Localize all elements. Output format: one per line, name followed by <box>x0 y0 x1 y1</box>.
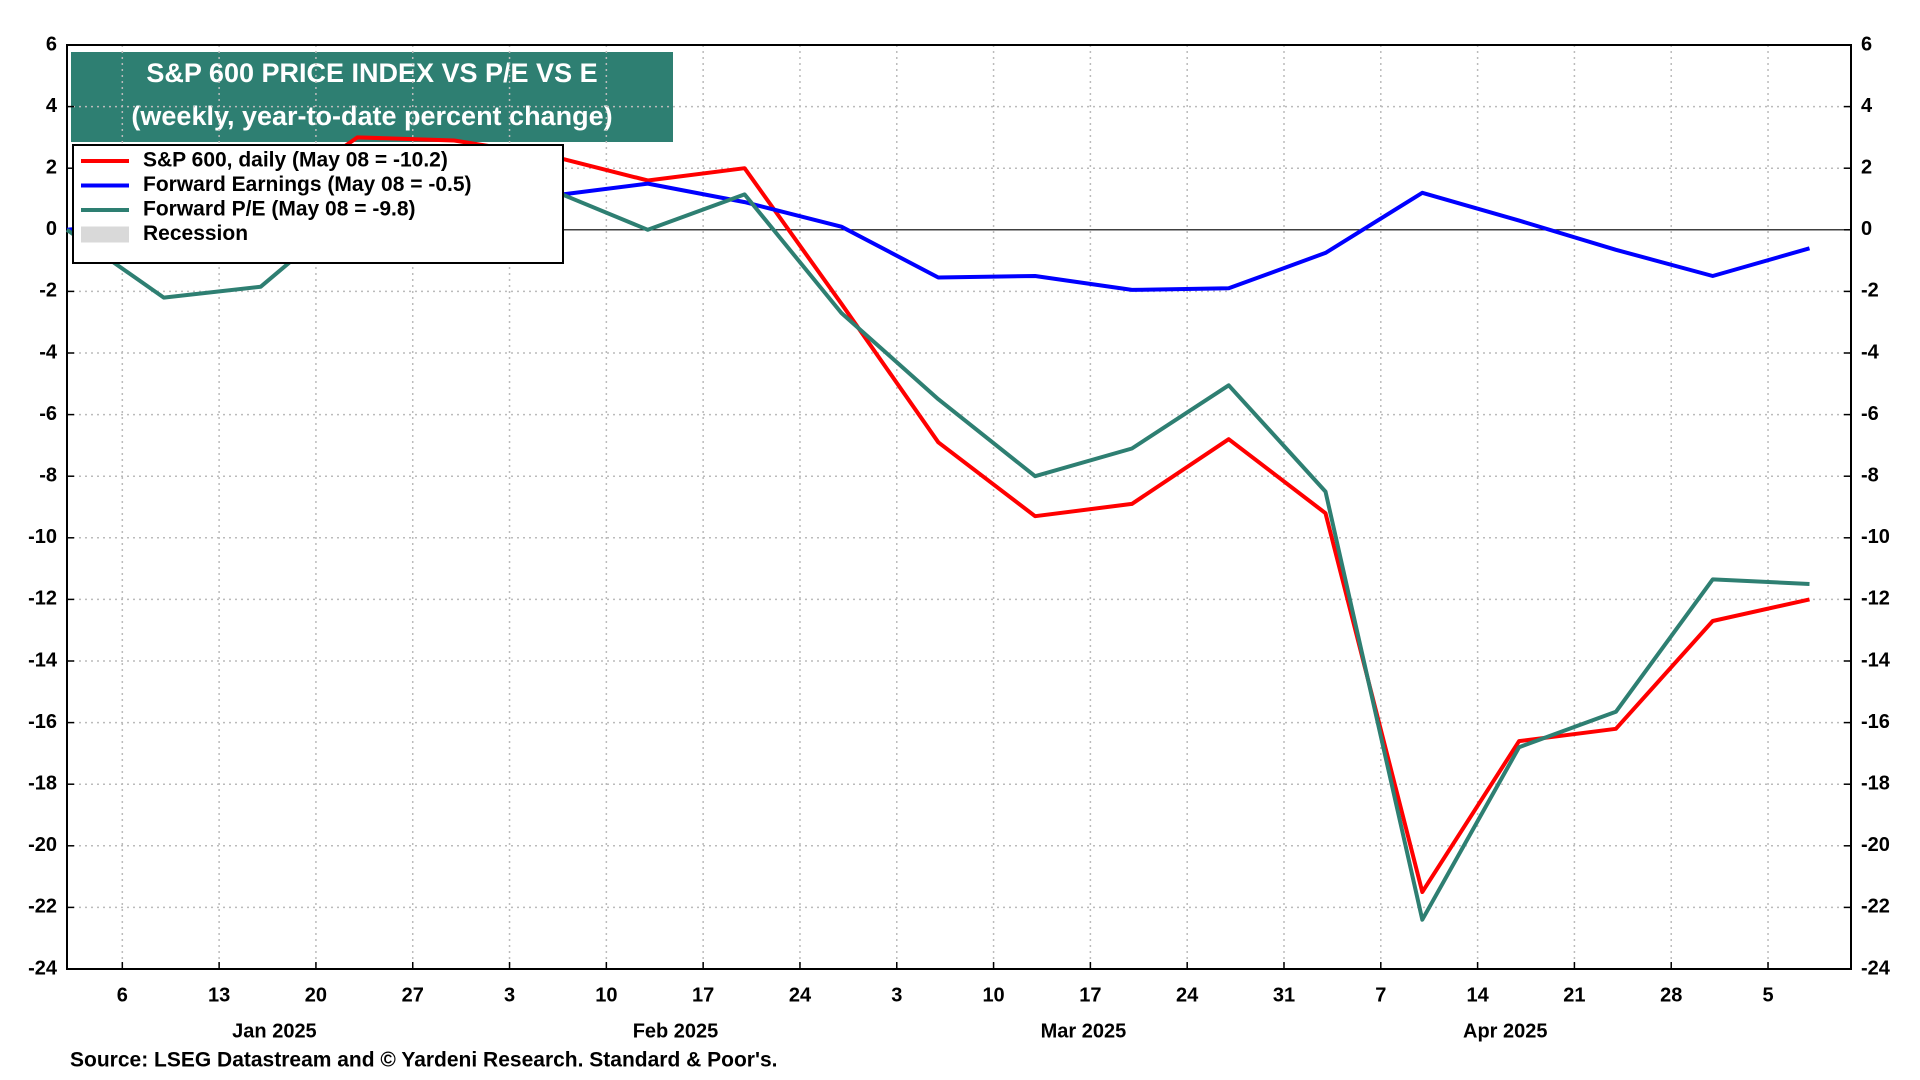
y2-tick-label: -12 <box>1861 588 1890 610</box>
y2-tick-label: 4 <box>1861 95 1873 117</box>
legend-label: Forward P/E (May 08 = -9.8) <box>143 198 416 221</box>
y-tick-label: -8 <box>39 464 57 486</box>
y-tick-label: -16 <box>28 711 57 733</box>
x-tick-label: 6 <box>117 984 128 1006</box>
y2-tick-label: 6 <box>1861 33 1872 55</box>
x-tick-label: 21 <box>1563 984 1585 1006</box>
source-note: Source: LSEG Datastream and © Yardeni Re… <box>70 1049 777 1072</box>
y-tick-label: 2 <box>46 156 57 178</box>
y2-tick-label: -8 <box>1861 464 1879 486</box>
y-tick-label: -18 <box>28 772 57 794</box>
month-label: Mar 2025 <box>1041 1020 1127 1042</box>
y-tick-label: 6 <box>46 33 57 55</box>
y2-tick-label: 0 <box>1861 218 1872 240</box>
x-tick-label: 10 <box>595 984 617 1006</box>
y-tick-label: -22 <box>28 896 57 918</box>
y2-tick-label: -22 <box>1861 896 1890 918</box>
y2-tick-label: -24 <box>1861 957 1891 979</box>
legend-label: Forward Earnings (May 08 = -0.5) <box>143 173 472 196</box>
x-tick-label: 17 <box>692 984 714 1006</box>
chart-subtitle: (weekly, year-to-date percent change) <box>131 101 612 131</box>
chart-title: S&P 600 PRICE INDEX VS P/E VS E <box>146 58 597 88</box>
y-tick-label: -2 <box>39 280 57 302</box>
month-label: Apr 2025 <box>1463 1020 1548 1042</box>
legend-swatch <box>81 226 129 243</box>
x-tick-label: 20 <box>305 984 327 1006</box>
x-tick-label: 3 <box>891 984 902 1006</box>
x-tick-label: 10 <box>982 984 1004 1006</box>
y2-tick-label: -14 <box>1861 649 1891 671</box>
y2-tick-label: -18 <box>1861 772 1890 794</box>
x-tick-label: 24 <box>1176 984 1199 1006</box>
series-line <box>66 135 1810 894</box>
x-tick-label: 27 <box>402 984 424 1006</box>
month-label: Feb 2025 <box>633 1020 719 1042</box>
x-tick-label: 13 <box>208 984 230 1006</box>
y2-tick-label: -2 <box>1861 280 1879 302</box>
series-line <box>65 181 1810 922</box>
month-label: Jan 2025 <box>232 1020 317 1042</box>
y-tick-label: -20 <box>28 834 57 856</box>
x-tick-label: 5 <box>1762 984 1773 1006</box>
legend-label: Recession <box>143 222 248 245</box>
plot-frame <box>66 44 1852 970</box>
y-tick-label: 4 <box>46 95 58 117</box>
y2-tick-label: -6 <box>1861 403 1879 425</box>
title-box <box>71 52 673 142</box>
y-tick-label: 0 <box>46 218 57 240</box>
y-tick-label: -4 <box>39 341 58 363</box>
y2-tick-label: -16 <box>1861 711 1890 733</box>
y-tick-label: -24 <box>28 957 58 979</box>
x-tick-label: 17 <box>1079 984 1101 1006</box>
y2-tick-label: -10 <box>1861 526 1890 548</box>
x-tick-label: 3 <box>504 984 515 1006</box>
x-tick-label: 7 <box>1375 984 1386 1006</box>
y2-tick-label: -4 <box>1861 341 1880 363</box>
y2-tick-label: 2 <box>1861 156 1872 178</box>
x-tick-label: 24 <box>789 984 812 1006</box>
y-tick-label: -6 <box>39 403 57 425</box>
x-tick-label: 31 <box>1273 984 1295 1006</box>
grid <box>67 44 1851 970</box>
legend: S&P 600, daily (May 08 = -10.2)Forward E… <box>72 144 564 264</box>
y-tick-label: -14 <box>28 649 58 671</box>
y-tick-label: -12 <box>28 588 57 610</box>
x-tick-label: 28 <box>1660 984 1682 1006</box>
legend-label: S&P 600, daily (May 08 = -10.2) <box>143 149 448 172</box>
legend-box <box>72 144 564 264</box>
x-tick-label: 14 <box>1466 984 1489 1006</box>
y-tick-label: -10 <box>28 526 57 548</box>
y2-tick-label: -20 <box>1861 834 1890 856</box>
